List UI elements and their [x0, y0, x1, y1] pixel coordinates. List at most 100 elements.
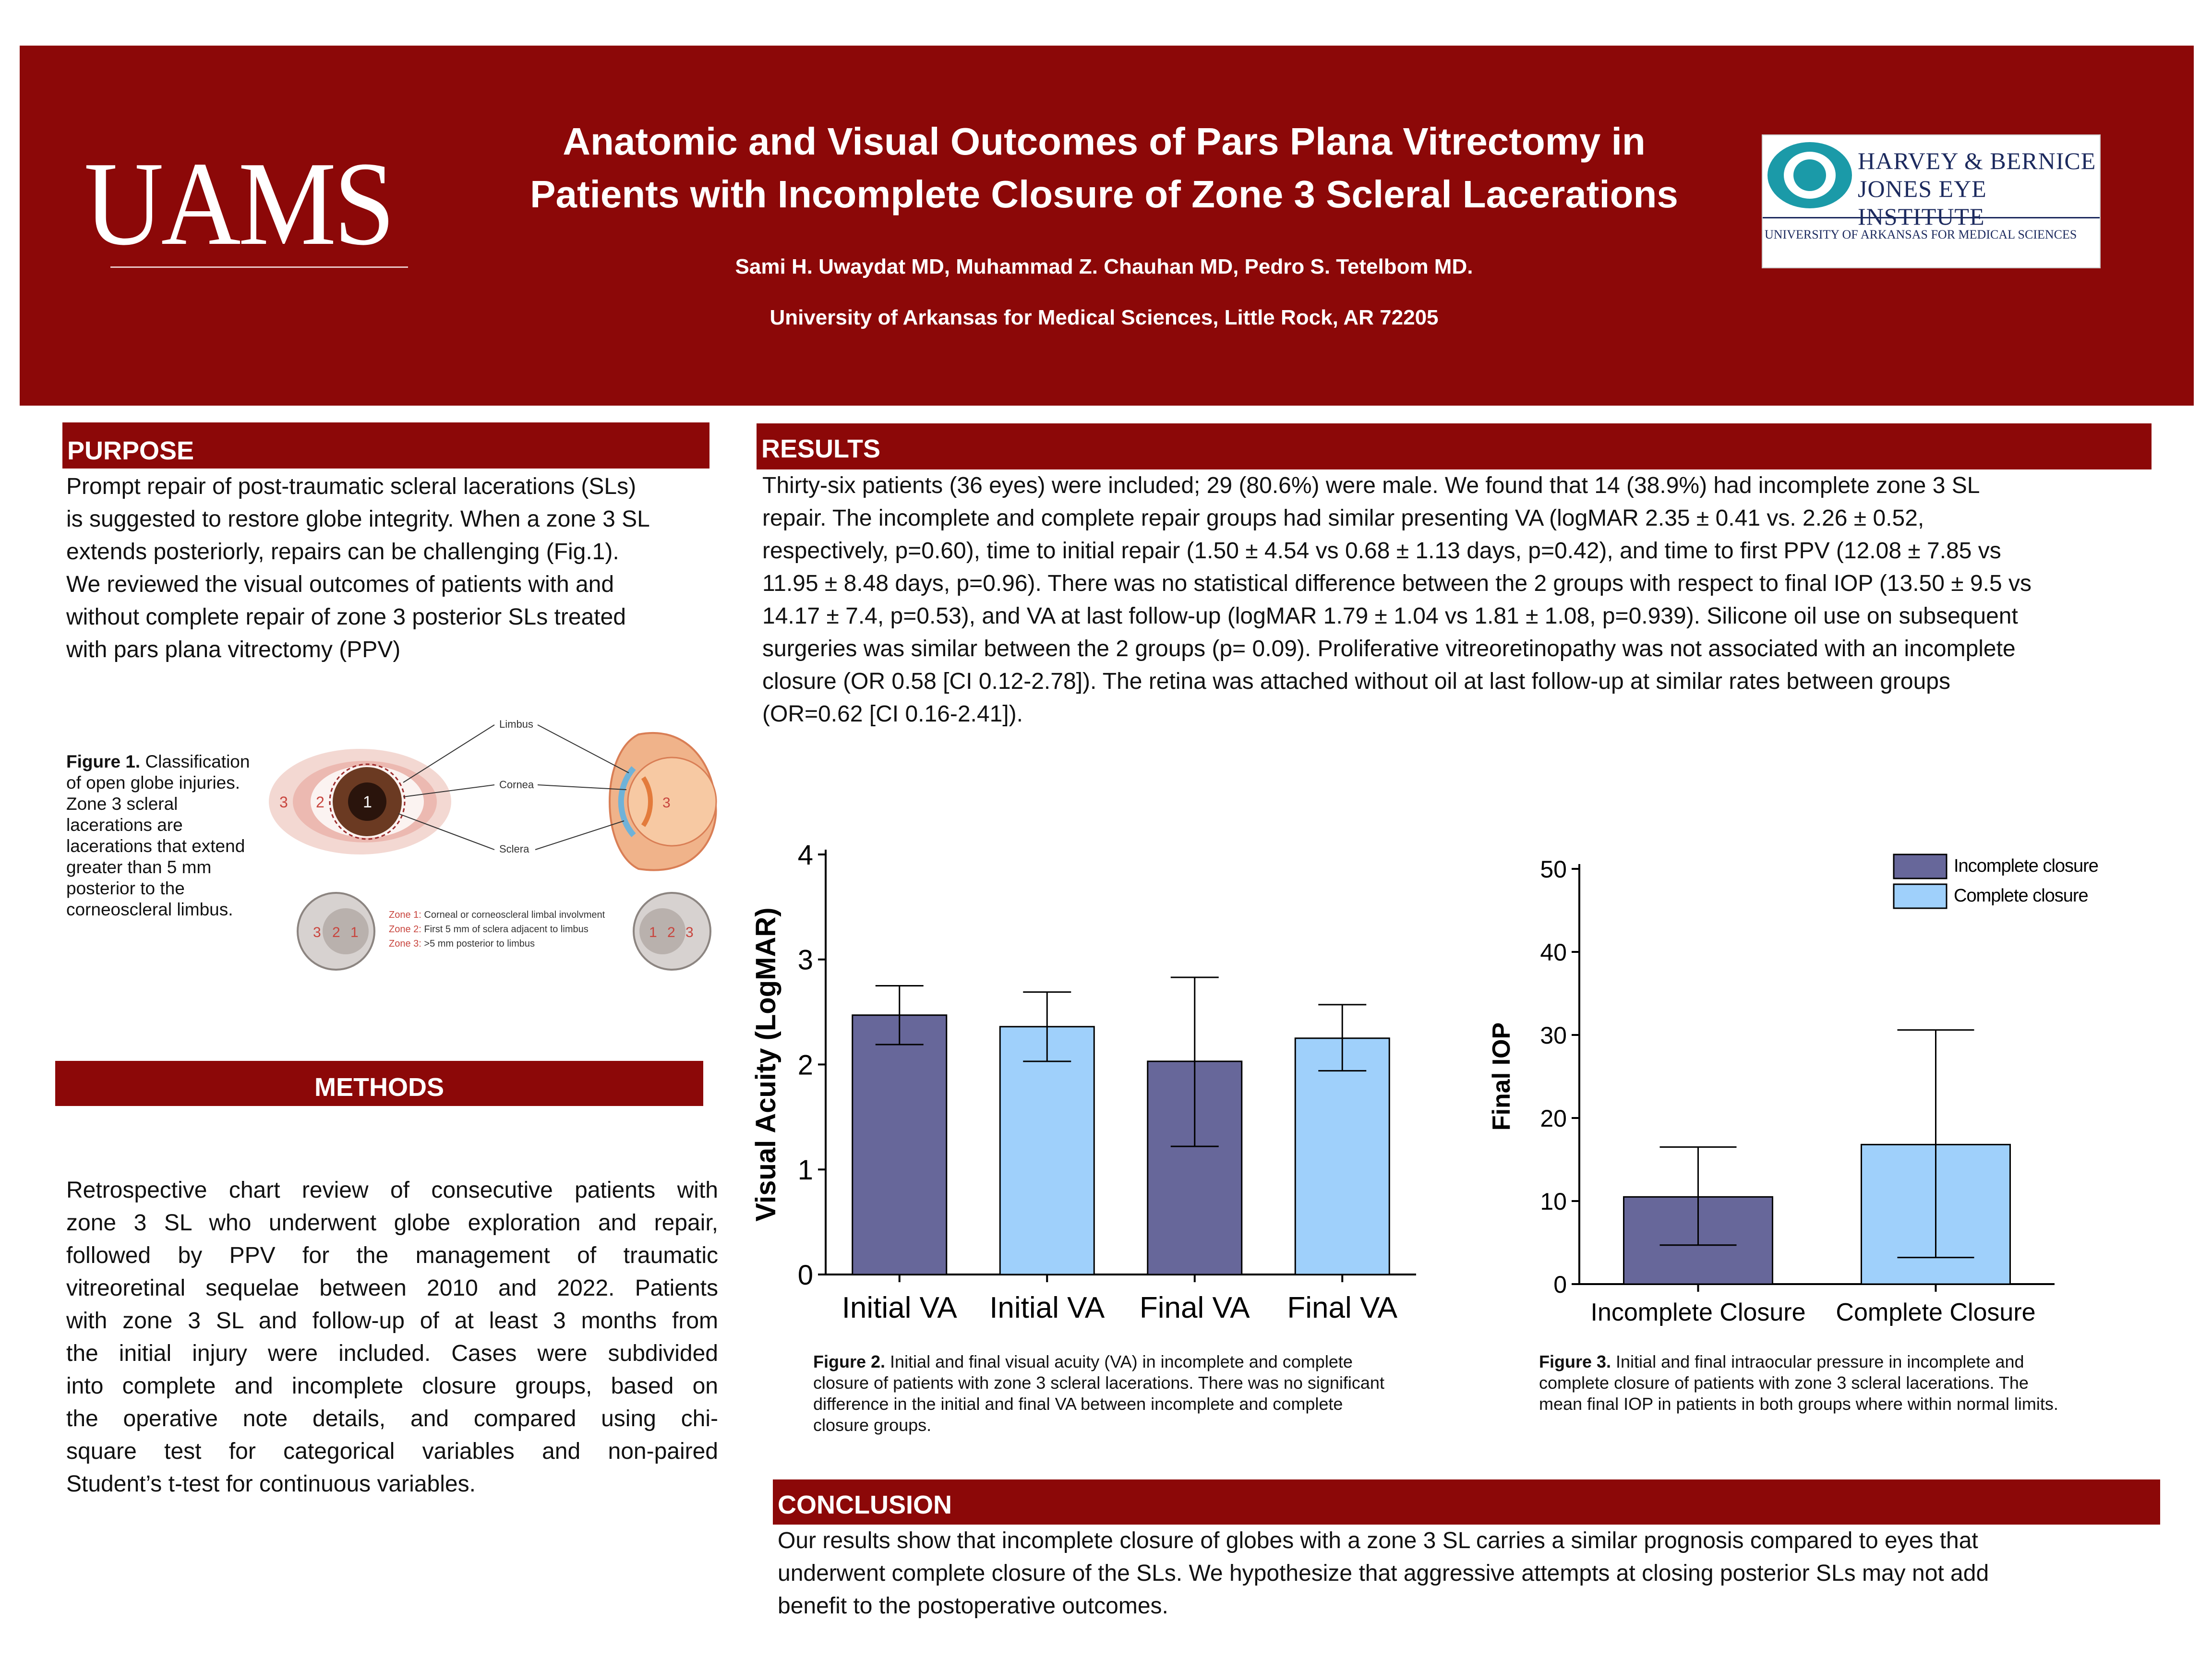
zone-globe-left-inner	[323, 908, 369, 954]
institute-name-line3: UNIVERSITY OF ARKANSAS FOR MEDICAL SCIEN…	[1765, 228, 2077, 241]
caption-line: Initial and final intraocular pressure i…	[1611, 1352, 2024, 1371]
institute-name-line1: HARVEY & BERNICE	[1858, 147, 2096, 174]
results-line: respectively, p=0.60), time to initial r…	[762, 538, 2001, 564]
y-tick-label: 40	[1540, 939, 1567, 966]
methods-text: Retrospective chart review of consecutiv…	[66, 1174, 718, 1501]
iop-bar-chart: 0 10 20 30 40 50 Final IOP Incomplete Closure Co…	[1488, 854, 2099, 1326]
zone-globe-right-inner	[639, 908, 685, 954]
results-line: repair. The incomplete and complete repa…	[762, 505, 1924, 531]
figure3-caption: Figure 3. Initial and final intraocular …	[1539, 1351, 2153, 1415]
caption-line: of open globe injuries.	[66, 773, 240, 793]
purpose-line: is suggested to restore globe integrity.…	[66, 506, 650, 532]
x-tick-label: Final VA	[1140, 1291, 1250, 1324]
caption-line: mean final IOP in patients in both group…	[1539, 1394, 2058, 1414]
purpose-line: We reviewed the visual outcomes of patie…	[66, 572, 614, 597]
zone-number: 2	[667, 925, 675, 940]
y-axis-label: Visual Acuity (LogMAR)	[750, 907, 781, 1221]
caption-line: closure groups.	[813, 1415, 932, 1435]
zone-legend-row: Zone 3: >5 mm posterior to limbus	[389, 938, 535, 949]
zone-legend-row: Zone 2: First 5 mm of sclera adjacent to…	[389, 924, 589, 935]
va-bar-chart: 0 1 2 3 4 Visual Acuity (LogMAR) Initial VA Ini…	[750, 840, 1416, 1324]
results-line: 14.17 ± 7.4, p=0.53), and VA at last fol…	[762, 603, 2018, 629]
caption-line: posterior to the	[66, 878, 185, 898]
legend-swatch	[1893, 883, 1948, 909]
results-heading-text: RESULTS	[761, 434, 881, 463]
y-tick-label: 10	[1540, 1188, 1567, 1215]
bar	[852, 1014, 948, 1275]
caption-line: Classification	[140, 752, 250, 771]
logo-rule	[1763, 217, 2100, 218]
limbus-pointer	[403, 724, 495, 783]
zone-number: 1	[363, 793, 372, 811]
eye-side-inner	[627, 757, 717, 847]
caption-line: difference in the initial and final VA b…	[813, 1394, 1343, 1414]
zone-number: 1	[350, 925, 359, 940]
y-tick-label: 0	[798, 1260, 813, 1291]
methods-line: the operative note details, and compared…	[66, 1406, 718, 1431]
pupil	[348, 782, 386, 821]
legend-swatch	[1893, 854, 1948, 879]
cornea-side	[618, 766, 636, 837]
purpose-line: Prompt repair of post-traumatic scleral …	[66, 474, 637, 499]
caption-line: closure of patients with zone 3 scleral …	[813, 1373, 1384, 1393]
caption-line: Initial and final visual acuity (VA) in …	[885, 1352, 1353, 1371]
zone-number: 1	[649, 925, 657, 940]
title-line-1: Anatomic and Visual Outcomes of Pars Pla…	[563, 120, 1646, 163]
conclusion-heading-text: CONCLUSION	[778, 1491, 952, 1519]
authors: Sami H. Uwaydat MD, Muhammad Z. Chauhan …	[735, 255, 1473, 278]
results-heading: RESULTS	[757, 423, 2152, 469]
caption-line: Zone 3 scleral	[66, 794, 178, 814]
methods-line: Student’s t-test for continuous variable…	[66, 1471, 476, 1497]
caption-line: greater than 5 mm	[66, 857, 212, 877]
y-tick-label: 0	[1553, 1271, 1567, 1298]
methods-line: with zone 3 SL and follow-up of at least…	[66, 1308, 718, 1334]
cornea-label: Cornea	[499, 779, 534, 791]
zone-number: 3	[685, 925, 694, 940]
methods-heading: METHODS	[55, 1061, 703, 1106]
results-line: (OR=0.62 [CI 0.16-2.41]).	[762, 701, 1023, 727]
y-tick-label: 4	[798, 840, 813, 871]
limbus-pointer-2	[537, 724, 629, 773]
methods-line: Retrospective chart review of consecutiv…	[66, 1178, 718, 1203]
purpose-line: with pars plana vitrectomy (PPV)	[66, 637, 401, 662]
purpose-heading-text: PURPOSE	[67, 436, 194, 465]
zone-number: 3	[279, 793, 288, 811]
bar	[1294, 1037, 1390, 1275]
bar	[999, 1026, 1095, 1275]
x-tick-label: Initial VA	[842, 1291, 958, 1324]
purpose-line: extends posteriorly, repairs can be chal…	[66, 539, 619, 565]
figure2-label: Figure 2.	[813, 1352, 886, 1371]
methods-line: square test for categorical variables an…	[66, 1439, 718, 1464]
title-line-2: Patients with Incomplete Closure of Zone…	[530, 173, 1678, 216]
caption-line: complete closure of patients with zone 3…	[1539, 1373, 2029, 1393]
eye-zones-illustration: 1 2 3 3 Limbus Cornea Sclera 3 2 1 1 2 3…	[269, 718, 717, 971]
limbus-label: Limbus	[499, 718, 533, 730]
lens-side	[641, 776, 653, 827]
caption-line: lacerations are	[66, 815, 183, 835]
methods-heading-text: METHODS	[314, 1073, 444, 1102]
x-tick-label: Complete Closure	[1836, 1298, 2035, 1326]
sclera-pointer	[398, 813, 495, 850]
y-tick-label: 3	[798, 945, 813, 976]
purpose-heading: PURPOSE	[62, 422, 709, 469]
conclusion-line: benefit to the postoperative outcomes.	[778, 1593, 1168, 1619]
x-tick-label: Initial VA	[989, 1291, 1105, 1324]
methods-line: the initial injury were included. Cases …	[66, 1341, 718, 1366]
caption-line: corneoscleral limbus.	[66, 900, 233, 919]
x-tick-label: Incomplete Closure	[1591, 1298, 1806, 1326]
figure2-caption: Figure 2. Initial and final visual acuit…	[813, 1351, 1495, 1436]
legend-label: Complete closure	[1954, 886, 2088, 906]
affiliation: University of Arkansas for Medical Scien…	[769, 306, 1439, 329]
legend-label: Incomplete closure	[1954, 856, 2098, 876]
logo-underline	[110, 266, 408, 268]
y-tick-label: 1	[798, 1154, 813, 1186]
results-line: 11.95 ± 8.48 days, p=0.96). There was no…	[762, 571, 2032, 596]
y-tick-label: 2	[798, 1049, 813, 1081]
x-tick-label: Final VA	[1287, 1291, 1397, 1324]
cornea-pointer	[403, 784, 495, 797]
y-tick-label: 20	[1540, 1105, 1567, 1132]
results-text: Thirty-six patients (36 eyes) were inclu…	[762, 469, 2154, 731]
methods-line: vitreoretinal sequelae between 2010 and …	[66, 1275, 718, 1301]
poster-title: Anatomic and Visual Outcomes of Pars Pla…	[432, 115, 1776, 221]
conclusion-line: underwent complete closure of the SLs. W…	[778, 1561, 1989, 1586]
